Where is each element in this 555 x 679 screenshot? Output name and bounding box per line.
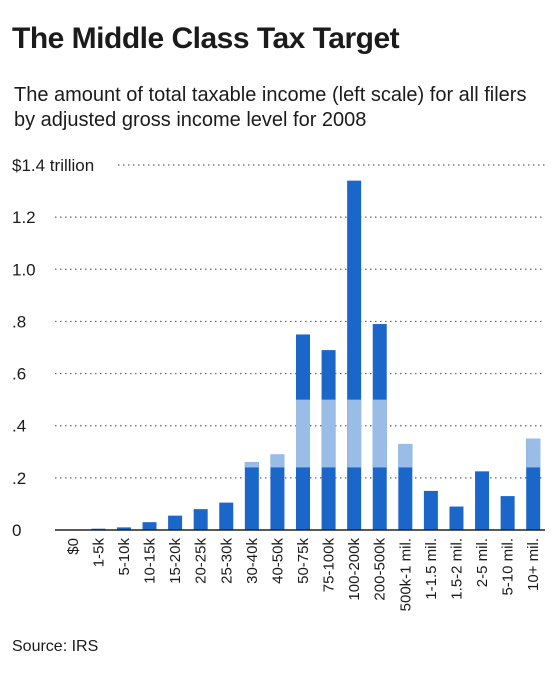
x-category-label: 25-30k xyxy=(218,538,235,584)
y-tick-label: $1.4 trillion xyxy=(12,156,94,175)
bar xyxy=(142,522,157,530)
bar-band-segment xyxy=(526,438,541,468)
x-category-label: 5-10k xyxy=(116,538,133,576)
x-category-label: 5-10 mil. xyxy=(500,538,517,596)
bar-band-segment xyxy=(296,399,310,468)
bar xyxy=(193,509,208,530)
x-category-label: $0 xyxy=(65,538,82,555)
x-category-label: 15-20k xyxy=(167,538,184,584)
y-tick-label: 1.0 xyxy=(12,260,36,279)
bar xyxy=(270,454,285,530)
x-category-label: 500k-1 mil. xyxy=(397,538,414,611)
x-category-label: 1.5-2 mil. xyxy=(448,538,465,600)
y-tick-label: 0 xyxy=(12,521,21,540)
y-tick-label: .2 xyxy=(12,469,26,488)
x-category-label: 1-1.5 mil. xyxy=(423,538,440,600)
bar xyxy=(116,527,131,530)
y-axis-ticks: 0 .2 .4 .6 .8 1.0 1.2 $1.4 trillion xyxy=(12,156,94,540)
source-note: Source: IRS xyxy=(12,638,99,655)
bar xyxy=(449,506,464,530)
x-category-label: 100-200k xyxy=(346,538,363,601)
bar-band-segment xyxy=(244,462,259,468)
x-category-label: 30-40k xyxy=(244,538,261,584)
y-tick-label: 1.2 xyxy=(12,208,36,227)
x-category-label: 2-5 mil. xyxy=(474,538,491,587)
x-axis-labels: $0 1-5k 5-10k 10-15k 15-20k 20-25k 25-30k 30-40… xyxy=(65,538,542,612)
x-category-label: 1-5k xyxy=(90,538,107,568)
y-tick-label: .8 xyxy=(12,312,26,331)
y-tick-label: .6 xyxy=(12,365,26,384)
chart-title: The Middle Class Tax Target xyxy=(12,22,400,55)
bar-band-segment xyxy=(270,454,285,468)
chart-subtitle: The amount of total taxable income (left… xyxy=(14,84,527,131)
bar xyxy=(347,180,362,530)
bar xyxy=(475,471,490,530)
bar xyxy=(168,515,183,530)
x-category-label: 10+ mil. xyxy=(525,538,542,591)
bar-band-segment xyxy=(398,443,413,468)
bar-band-segment xyxy=(321,399,336,468)
x-category-label: 200-500k xyxy=(372,538,389,601)
x-category-label: 10-15k xyxy=(142,538,159,584)
y-tick-label: .4 xyxy=(12,417,26,436)
bar xyxy=(219,502,234,530)
bar-band-segment xyxy=(347,399,362,468)
bar xyxy=(244,462,259,530)
bars xyxy=(91,180,541,530)
bar xyxy=(423,490,438,530)
x-category-label: 75-100k xyxy=(321,538,338,593)
x-category-label: 50-75k xyxy=(295,538,312,584)
bar xyxy=(500,496,515,530)
bar-band-segment xyxy=(372,399,387,468)
x-category-label: 20-25k xyxy=(193,538,210,584)
x-category-label: 40-50k xyxy=(269,538,286,584)
